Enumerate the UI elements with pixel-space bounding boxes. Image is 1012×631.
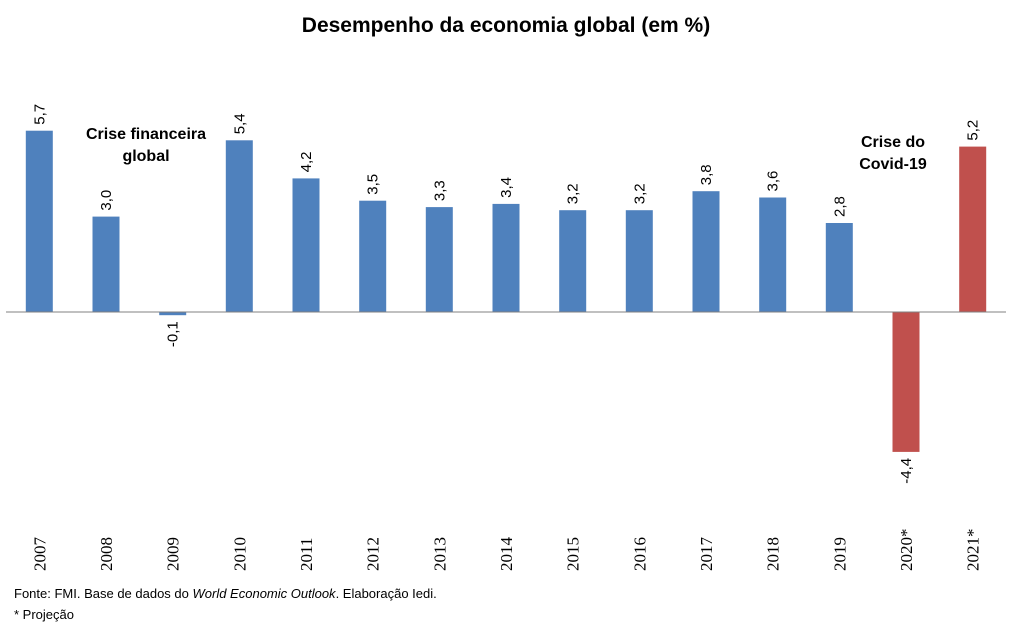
category-label-2013: 2013 bbox=[430, 537, 449, 571]
bar-2012 bbox=[359, 200, 387, 312]
category-label-2020-proj: 2020* bbox=[897, 529, 916, 572]
data-label-2019: 2,8 bbox=[831, 196, 848, 217]
annotation-0-line-0: Crise financeira bbox=[86, 126, 206, 143]
data-label-2015: 3,2 bbox=[565, 183, 582, 204]
annotation-1-line-0: Crise do bbox=[861, 134, 925, 151]
data-label-2008: 3,0 bbox=[98, 190, 115, 211]
data-label-2013: 3,3 bbox=[431, 180, 448, 201]
bar-2011 bbox=[292, 178, 320, 312]
data-label-2021-proj: 5,2 bbox=[965, 120, 982, 141]
annotations-layer: Crise financeira global Crise do Covid-19 bbox=[86, 126, 927, 173]
bars-layer bbox=[25, 130, 987, 452]
data-label-2009: -0,1 bbox=[165, 321, 182, 347]
bar-2010 bbox=[225, 140, 253, 312]
category-label-2010: 2010 bbox=[230, 537, 249, 571]
bar-chart: 5,7 2007 3,0 2008 -0,1 2009 5,4 2010 4,2 2011 3,5 2… bbox=[6, 104, 1006, 571]
bar-2008 bbox=[92, 216, 120, 312]
projection-note: * Projeção bbox=[14, 607, 74, 622]
source-prefix: Fonte: FMI. Base de dados do bbox=[14, 586, 193, 601]
bar-2017 bbox=[692, 191, 720, 312]
data-label-2011: 4,2 bbox=[298, 152, 315, 173]
labels-layer: 5,7 2007 3,0 2008 -0,1 2009 5,4 2010 4,2 2011 3,5 2… bbox=[30, 104, 982, 571]
data-label-2016: 3,2 bbox=[631, 183, 648, 204]
category-label-2021-proj: 2021* bbox=[964, 529, 983, 572]
category-label-2012: 2012 bbox=[364, 537, 383, 571]
category-label-2018: 2018 bbox=[764, 537, 783, 571]
bar-2013 bbox=[425, 207, 453, 312]
category-label-2015: 2015 bbox=[564, 537, 583, 571]
bar-2014 bbox=[492, 203, 520, 312]
source-note: Fonte: FMI. Base de dados do World Econo… bbox=[14, 586, 437, 601]
data-label-2012: 3,5 bbox=[365, 174, 382, 195]
category-label-2019: 2019 bbox=[830, 537, 849, 571]
data-label-2020-proj: -4,4 bbox=[898, 458, 915, 484]
bar-2018 bbox=[759, 197, 787, 312]
category-label-2011: 2011 bbox=[297, 538, 316, 571]
source-suffix: . Elaboração Iedi. bbox=[335, 586, 437, 601]
category-label-2009: 2009 bbox=[164, 537, 183, 571]
bar-2020-proj bbox=[892, 312, 920, 452]
data-label-2007: 5,7 bbox=[31, 104, 48, 125]
data-label-2018: 3,6 bbox=[765, 171, 782, 192]
data-label-2014: 3,4 bbox=[498, 177, 515, 198]
bar-2015 bbox=[559, 210, 587, 312]
bar-2021-proj bbox=[959, 146, 987, 312]
chart-title: Desempenho da economia global (em %) bbox=[301, 14, 711, 37]
category-label-2017: 2017 bbox=[697, 537, 716, 572]
annotation-0-line-1: global bbox=[122, 148, 169, 165]
bar-2016 bbox=[625, 210, 653, 312]
category-label-2014: 2014 bbox=[497, 537, 516, 572]
category-label-2007: 2007 bbox=[30, 537, 49, 572]
data-label-2010: 5,4 bbox=[231, 113, 248, 134]
category-label-2016: 2016 bbox=[630, 537, 649, 571]
bar-2019 bbox=[825, 223, 853, 312]
data-label-2017: 3,8 bbox=[698, 164, 715, 185]
category-label-2008: 2008 bbox=[97, 537, 116, 571]
bar-2009 bbox=[159, 312, 187, 316]
annotation-1-line-1: Covid-19 bbox=[859, 156, 927, 173]
bar-2007 bbox=[25, 130, 53, 312]
source-italic: World Economic Outlook bbox=[192, 586, 336, 601]
